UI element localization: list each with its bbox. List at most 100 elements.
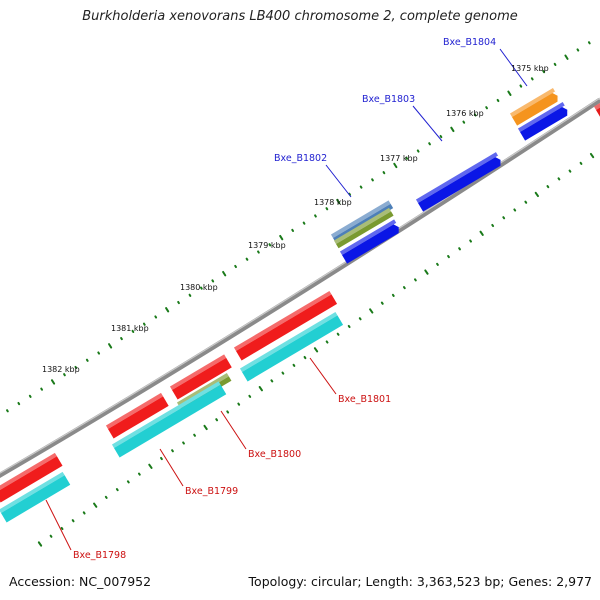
gene-bxe-b1802-mid-top [333,207,392,244]
minor-tick [382,171,386,175]
minor-tick [314,214,317,218]
gene-bxe-b1799-top-end [161,392,169,406]
minor-tick [234,264,237,269]
minor-tick [416,149,420,153]
minor-tick [469,239,473,243]
gene-bxe-b1802-strand-end [394,219,402,232]
genome-summary-footer: Topology: circular; Length: 3,363,523 bp… [248,574,592,589]
gene-label-bxe-b1802: Bxe_B1802 [274,153,327,164]
length-value: 3,363,523 bp [416,574,501,589]
minor-tick [268,243,272,247]
gene-bxe-b1802-mid [336,211,394,249]
major-tick [258,386,263,392]
minor-tick [436,262,439,266]
gene-bxe-b1800-top-top [169,354,227,390]
minor-tick [542,70,546,74]
minor-tick [502,216,506,220]
genes-value: 2,977 [556,574,592,589]
gene-bxe-b1802-strand [342,224,399,264]
minor-tick [104,495,108,499]
tick-label-1380-kbp: 1380 kbp [180,283,218,292]
minor-tick [447,255,450,259]
leader-bxe-b1803 [412,105,443,142]
minor-tick [576,48,580,52]
gene-bxe-b1802-strand-top [339,219,397,255]
minor-tick [49,534,53,538]
gene-bxe-b1798-bottom [1,475,71,523]
tick-label-1381-kbp: 1381 kbp [111,324,149,333]
backbone-arc [0,97,600,478]
major-tick [450,126,455,133]
minor-tick [182,441,185,445]
tick-track-group [6,41,595,547]
tick-label-1379-kbp: 1379 kbp [248,241,286,250]
chromosome-backbone [0,97,600,478]
leader-bxe-b1801 [309,357,337,395]
minor-tick [257,250,260,254]
minor-tick [325,207,329,211]
gene-bxe-b1799-top-top [105,392,164,429]
gene-label-bxe-b1800: Bxe_B1800 [248,449,301,460]
minor-tick [458,247,461,251]
major-tick [108,343,113,349]
minor-tick [126,480,130,484]
minor-tick [131,329,135,333]
accession-value: NC_007952 [79,574,152,589]
gene-bxe-b1802-body-top [330,200,391,238]
gene-bxe-b1804-strand-top [517,102,565,132]
minor-tick [82,511,86,515]
minor-tick [137,472,141,476]
tick-label-1378-kbp: 1378 kbp [314,198,352,207]
major-tick [564,54,569,60]
minor-tick [6,409,9,413]
minor-tick [248,394,252,398]
minor-tick [215,418,219,422]
gene-offscreen-right [596,107,600,117]
gene-bxe-b1804-body [512,93,558,126]
minor-tick [380,301,384,305]
minor-tick [513,208,517,212]
minor-tick [568,169,572,173]
gene-bxe-b1800-mid-top [176,372,229,406]
leader-bxe-b1799 [159,448,184,487]
tick-label-group: 1375 kbp 1376 kbp 1377 kbp 1378 kbp 1379 kbp… [42,64,549,374]
gene-bxe-b1799-top [108,396,169,439]
leader-bxe-b1800 [220,410,247,450]
minor-tick [485,106,488,110]
gene-label-bxe-b1804: Bxe_B1804 [443,37,496,48]
topology-label: Topology: [248,574,308,589]
minor-tick [579,161,583,165]
minor-tick [413,278,417,282]
major-tick [424,269,429,275]
minor-tick [557,177,561,181]
gene-bxe-b1798-bottom-top [0,471,65,513]
minor-tick [524,200,528,204]
leader-bxe-b1802 [325,164,352,198]
minor-tick [347,324,351,329]
minor-tick [291,228,295,232]
gene-bxe-b1798-top [0,456,63,503]
major-tick [479,230,484,236]
gene-bxe-b1801-top [236,294,338,361]
minor-tick [245,257,249,261]
minor-tick [281,371,285,375]
gene-label-bxe-b1798: Bxe_B1798 [73,550,126,561]
minor-tick [193,433,196,437]
genes-label: Genes: [508,574,553,589]
major-tick [336,198,341,205]
minor-tick [391,293,395,297]
major-tick [313,347,319,353]
minor-tick [402,286,406,290]
minor-tick [553,62,557,67]
minor-tick [302,221,306,225]
tick-label-1375-kbp: 1375 kbp [511,64,549,73]
minor-tick [519,84,523,88]
minor-tick [226,410,230,414]
minor-tick [115,488,119,492]
tick-label-1376-kbp: 1376 kbp [446,109,484,118]
minor-tick [473,113,477,117]
major-tick [507,90,512,96]
gene-label-bxe-b1803: Bxe_B1803 [362,94,415,105]
gene-bxe-b1799-bottom-top [111,381,221,448]
